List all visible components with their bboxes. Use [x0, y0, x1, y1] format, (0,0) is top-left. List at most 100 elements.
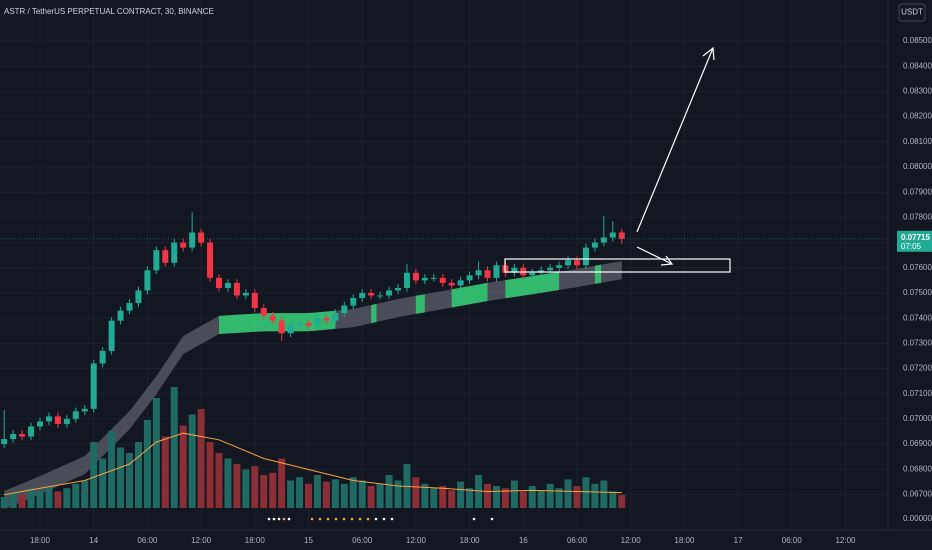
candle-body	[72, 411, 79, 419]
x-tick-label: 12:00	[191, 536, 212, 545]
candle-body	[341, 305, 348, 314]
dot	[287, 517, 291, 521]
volume-bar	[313, 475, 321, 508]
x-tick-label: 18:00	[674, 536, 695, 545]
volume-bar	[555, 488, 563, 508]
y-tick-label: 0.07200	[903, 364, 932, 373]
candle-body	[314, 318, 321, 326]
candle-body	[189, 232, 196, 248]
volume-bar	[385, 475, 393, 508]
y-tick-label: 0.07000	[903, 414, 932, 423]
ma-band	[4, 260, 622, 510]
arrow-right	[636, 246, 673, 265]
volume-bar	[126, 453, 134, 508]
candle-body	[207, 242, 214, 278]
candle-body	[573, 260, 580, 266]
volume-bar	[376, 483, 384, 508]
volume-bar	[278, 458, 286, 508]
candle-body	[251, 292, 258, 309]
dot	[326, 517, 330, 521]
candle-body	[117, 310, 124, 321]
y-tick-label: 0.08000	[903, 162, 932, 171]
candle-body	[224, 282, 231, 288]
volume-bar	[161, 436, 169, 508]
volume-bar	[322, 481, 330, 508]
band-highlight	[371, 303, 377, 324]
candle-body	[305, 323, 312, 326]
drawings	[504, 46, 731, 273]
candle-body	[10, 434, 17, 440]
volume-bar	[439, 486, 447, 508]
dot	[277, 517, 281, 521]
volume-bar	[188, 414, 196, 508]
volume-bar	[197, 409, 205, 508]
x-tick-label: 12:00	[621, 536, 642, 545]
candle-body	[609, 232, 616, 238]
candle-body	[63, 418, 70, 424]
dot	[272, 517, 276, 521]
y-tick-label: 0.07500	[903, 288, 932, 297]
band-highlight	[219, 310, 336, 335]
arrow-right-head	[660, 255, 674, 266]
y-tick-label: 0.08100	[903, 137, 932, 146]
dot	[374, 517, 378, 521]
candle-body	[269, 315, 276, 321]
volume-bar	[501, 488, 509, 508]
volume-bar	[394, 480, 402, 508]
volume-bar	[609, 491, 617, 508]
volume-bar	[260, 475, 268, 508]
candle-body	[135, 290, 142, 304]
candle-body	[556, 265, 563, 268]
x-tick-label: 06:00	[352, 536, 373, 545]
volume-bar	[483, 483, 491, 508]
candle-body	[216, 277, 223, 288]
candle-body	[126, 303, 133, 311]
arrow-up	[636, 47, 714, 233]
volume-bar	[618, 494, 626, 508]
x-tick-label: 06:00	[782, 536, 803, 545]
volume-bar	[206, 442, 214, 508]
volume-bar	[519, 491, 527, 508]
candle-body	[233, 282, 240, 296]
volume-bar	[179, 425, 187, 508]
candle-body	[421, 277, 428, 281]
volume-bar	[0, 497, 8, 508]
candle-body	[180, 242, 187, 248]
currency-button[interactable]	[898, 3, 926, 22]
candle-body	[28, 426, 35, 437]
volume-bar	[430, 488, 438, 508]
x-tick-label: 12:00	[835, 536, 856, 545]
band-highlight	[505, 271, 560, 299]
chart-title: ASTR / TetherUS PERPETUAL CONTRACT, 30, …	[4, 7, 214, 16]
candle-body	[600, 237, 607, 243]
candle-body	[386, 290, 393, 296]
volume-bar	[36, 490, 44, 508]
last-price-tag	[897, 230, 932, 252]
y-tick-label: 0.06700	[903, 490, 932, 499]
volume-bar	[72, 483, 80, 508]
candle-body	[582, 247, 589, 266]
y-tick-label: 0.07600	[903, 263, 932, 272]
volume-bar	[564, 479, 572, 508]
candle-body	[332, 313, 339, 321]
volume-bar	[304, 483, 312, 508]
y-tick-label: 0.07300	[903, 338, 932, 347]
candle-body	[591, 242, 598, 248]
currency-label[interactable]: USDT	[901, 8, 923, 17]
volume-bar	[45, 486, 53, 508]
volume-bar	[466, 488, 474, 508]
volume-bar	[9, 492, 17, 508]
candle-body	[323, 318, 330, 321]
candle-body	[153, 250, 160, 271]
y-tick-label: 0.07100	[903, 389, 932, 398]
candle-body	[242, 292, 249, 296]
countdown-label: 07:05	[901, 242, 922, 251]
volume-scale-label: 0.00000	[903, 514, 932, 523]
x-tick-label: 17	[734, 536, 743, 545]
volume-bar	[287, 480, 295, 508]
session-dots	[267, 517, 494, 521]
candle-body	[296, 323, 303, 326]
x-tick-label: 18:00	[460, 536, 481, 545]
dot	[490, 517, 494, 521]
